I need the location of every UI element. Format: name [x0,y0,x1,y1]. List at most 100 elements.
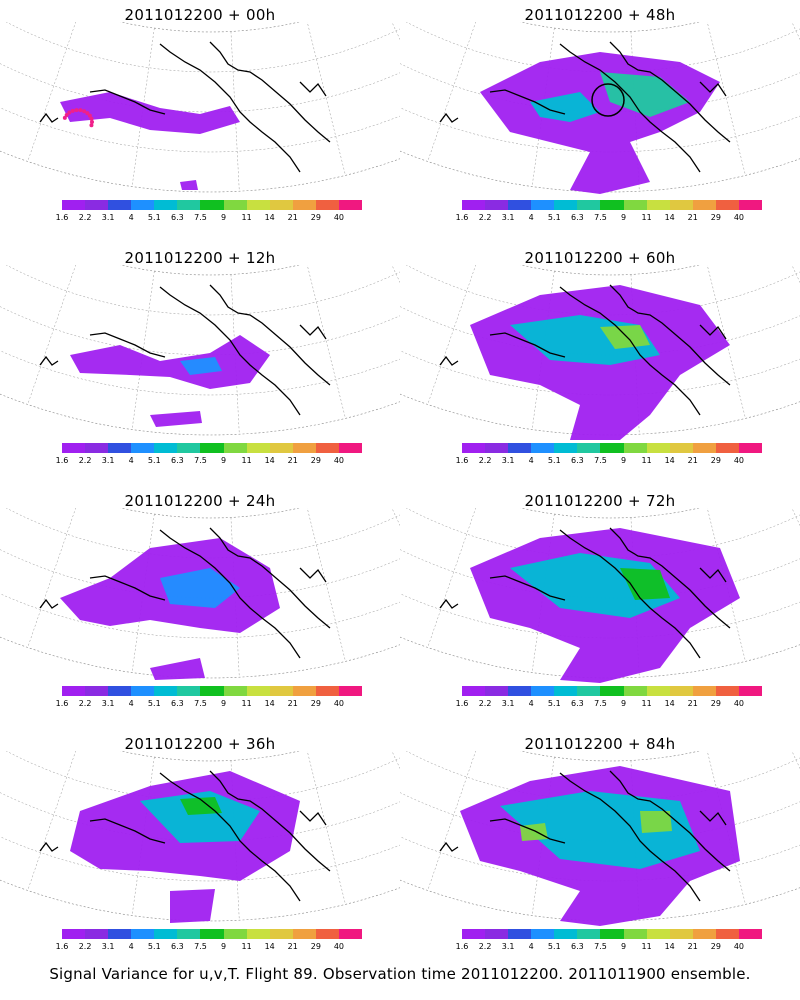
colorbar-label: 4 [528,456,534,465]
colorbar-swatch [600,929,624,939]
panel-title: 2011012200 + 60h [524,249,676,267]
colorbar-label: 1.6 [55,213,69,222]
colorbar-swatch [646,200,670,210]
meridian-line [391,22,400,41]
meridian-line [131,271,155,430]
observation-point [82,109,87,114]
colorbar-label: 9 [620,942,627,951]
colorbar-label: 1.6 [55,942,69,951]
colorbar-swatch [177,929,201,939]
map-boundary [400,508,800,679]
colorbar-swatch [62,200,86,210]
colorbar-swatch [85,200,109,210]
meridian-line [306,265,346,419]
colorbar-swatch [485,686,509,696]
colorbar-label: 7.5 [194,213,207,222]
variance-contour [520,823,548,841]
colorbar-swatch [577,200,601,210]
meridian-line [306,22,346,176]
colorbar-swatch [131,200,155,210]
observation-circle [591,83,625,117]
colorbar-swatch [692,929,716,939]
observation-point [74,108,79,113]
colorbar-label: 11 [641,213,652,222]
colorbar-swatch [554,443,578,453]
colorbar-label: 14 [264,213,275,222]
colorbar-swatch [338,443,363,453]
colorbar-label: 11 [241,942,252,951]
colorbar-swatch [485,929,509,939]
colorbar-label: 9 [220,699,227,708]
meridian-line [0,265,10,360]
colorbar-swatch [131,443,155,453]
colorbar-label: 29 [310,699,321,708]
colorbar-swatch [715,686,739,696]
colorbar-label: 14 [664,456,675,465]
observation-point [62,115,67,120]
meridian-line [791,22,800,41]
colorbar-swatch [62,929,86,939]
colorbar-swatch [269,443,293,453]
coastline [39,355,59,366]
colorbar-label: 6.3 [571,213,584,222]
parallel-line [0,306,400,356]
colorbar-label: 11 [241,699,252,708]
colorbar-swatch [108,443,132,453]
colorbar-label: 2.2 [78,942,92,951]
meridian-line [427,265,476,405]
observation-point [89,116,94,121]
coastline [699,324,727,340]
colorbar-swatch [715,200,739,210]
colorbar-label: 2.2 [478,699,492,708]
parallel-line [0,107,400,153]
colorbar-swatch [292,200,316,210]
coastline [209,770,331,872]
colorbar-labels: 1.6 2.2 3.1 4 5.1 6.3 7.5 9 11 14 21 29 40 [56,699,362,709]
colorbar-label: 11 [641,942,652,951]
panel-title: 2011012200 + 72h [524,492,676,510]
colorbar-label: 11 [241,456,252,465]
colorbar-swatch [600,200,624,210]
colorbar-label: 7.5 [594,213,607,222]
colorbar-label: 2.2 [478,456,492,465]
coastline [299,567,327,583]
colorbar-label: 11 [641,699,652,708]
colorbar-label: 21 [287,213,298,222]
coastline [159,529,301,659]
colorbar-swatch [554,686,578,696]
colorbar-labels: 1.6 2.2 3.1 4 5.1 6.3 7.5 9 11 14 21 29 40 [456,456,762,466]
colorbar-swatch [246,929,270,939]
colorbar-label: 9 [220,213,227,222]
map-boundary [0,22,400,193]
map-plot [0,508,400,680]
colorbar-swatch [200,200,224,210]
colorbar-labels: 1.6 2.2 3.1 4 5.1 6.3 7.5 9 11 14 21 29 40 [56,213,362,223]
parallel-line [0,593,400,639]
colorbar-label: 21 [687,213,698,222]
colorbar-swatch [462,686,486,696]
colorbar-label: 14 [264,456,275,465]
colorbar-swatch [154,929,178,939]
coastline [489,575,566,601]
colorbar-labels: 1.6 2.2 3.1 4 5.1 6.3 7.5 9 11 14 21 29 40 [456,213,762,223]
colorbar-swatch [669,929,693,939]
colorbar-label: 14 [264,942,275,951]
parallel-line [5,22,400,73]
colorbar-label: 9 [620,213,627,222]
coastline [439,355,459,366]
colorbar-label: 5.1 [547,942,561,951]
coastline [439,598,459,609]
colorbar-label: 3.1 [101,942,115,951]
colorbar-swatch [577,929,601,939]
colorbar-label: 21 [687,699,698,708]
meridian-line [400,265,410,360]
map-plot [400,265,800,440]
colorbar-label: 11 [241,213,252,222]
colorbar-swatch [292,929,316,939]
colorbar-label: 21 [287,699,298,708]
coastline [489,89,566,115]
colorbar-swatch [623,200,647,210]
colorbar-label: 6.3 [171,699,184,708]
colorbar-swatch [269,686,293,696]
colorbar-label: 40 [333,699,345,708]
